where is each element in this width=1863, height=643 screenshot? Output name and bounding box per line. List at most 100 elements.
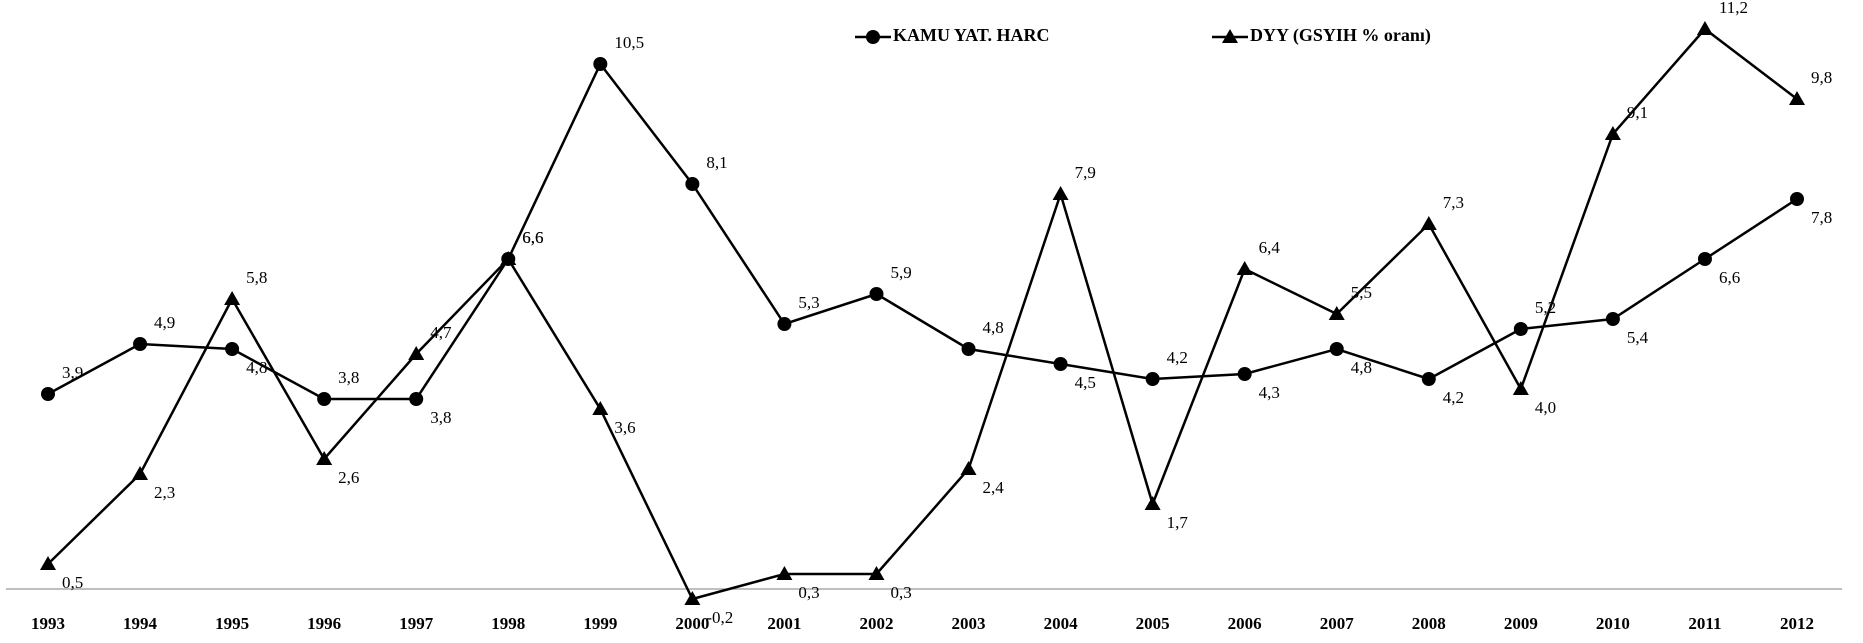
x-tick-label: 2001: [767, 614, 801, 633]
data-label: 10,5: [614, 33, 644, 52]
data-label: 8,1: [706, 153, 727, 172]
series-line: [47, 27, 1798, 601]
data-label: 7,8: [1811, 208, 1832, 227]
data-label: 2,6: [338, 468, 359, 487]
x-tick-label: 2012: [1780, 614, 1814, 633]
data-point: [1328, 306, 1345, 320]
data-point: [776, 566, 793, 580]
data-point: [1421, 372, 1436, 386]
x-tick-label: 2002: [859, 614, 893, 633]
data-point: [684, 591, 701, 605]
data-point: [592, 401, 609, 415]
data-point: [1145, 372, 1160, 386]
data-label: 0,3: [798, 583, 819, 602]
data-point: [1512, 381, 1529, 395]
x-tick-label: 2010: [1596, 614, 1630, 633]
data-point: [1236, 261, 1253, 275]
data-label: 4,5: [1075, 373, 1096, 392]
x-tick-label: 1997: [399, 614, 434, 633]
data-point: [1696, 21, 1713, 35]
data-point: [593, 57, 608, 71]
data-point: [1144, 496, 1161, 510]
data-label: 4,2: [1167, 348, 1188, 367]
data-label: 6,6: [522, 228, 543, 247]
data-label: 5,5: [1351, 283, 1372, 302]
data-label: 4,0: [1535, 398, 1556, 417]
data-label: 3,9: [62, 363, 83, 382]
data-point: [868, 566, 885, 580]
x-tick-label: 2003: [952, 614, 986, 633]
legend-marker: [866, 30, 880, 44]
data-point: [685, 177, 700, 191]
data-point: [869, 287, 884, 301]
x-tick-label: 2009: [1504, 614, 1538, 633]
data-point: [316, 451, 333, 465]
data-label: 7,3: [1443, 193, 1464, 212]
data-label: -0,2: [706, 608, 733, 627]
data-point: [317, 392, 332, 406]
data-point: [224, 291, 241, 305]
data-point: [961, 342, 976, 356]
x-tick-label: 1999: [583, 614, 617, 633]
legend-label: DYY (GSYIH % oranı): [1250, 25, 1431, 46]
series-line: [47, 61, 1798, 401]
data-point: [40, 556, 56, 570]
data-point: [1053, 357, 1068, 371]
data-point: [1697, 252, 1712, 266]
data-point: [408, 346, 425, 360]
data-point: [225, 342, 240, 356]
data-label: 3,8: [338, 368, 359, 387]
data-label: 3,8: [430, 408, 451, 427]
data-point: [409, 392, 424, 406]
data-point: [1329, 342, 1344, 356]
data-point: [1513, 322, 1528, 336]
data-label: 3,6: [614, 418, 635, 437]
data-label: 0,5: [62, 573, 83, 592]
data-point: [1604, 126, 1621, 140]
data-label: 6,4: [1259, 238, 1281, 257]
data-label: 0,3: [890, 583, 911, 602]
legend-label: KAMU YAT. HARC: [893, 25, 1050, 45]
data-point: [1237, 367, 1252, 381]
data-label: 7,9: [1075, 163, 1096, 182]
x-tick-label: 2005: [1136, 614, 1170, 633]
x-tick-label: 1996: [307, 614, 341, 633]
data-label: 4,3: [1259, 383, 1280, 402]
data-point: [132, 466, 149, 480]
data-point: [960, 461, 977, 475]
data-point: [1605, 312, 1620, 326]
data-label: 4,8: [983, 318, 1004, 337]
data-point: [1789, 91, 1805, 105]
x-tick-label: 1994: [123, 614, 158, 633]
data-point: [1052, 186, 1069, 200]
data-label: 2,3: [154, 483, 175, 502]
x-tick-label: 1993: [31, 614, 65, 633]
data-label: 5,8: [246, 268, 267, 287]
data-label: 4,7: [430, 323, 452, 342]
data-point: [1420, 216, 1437, 230]
data-label: 5,4: [1627, 328, 1649, 347]
data-point: [500, 251, 517, 265]
x-tick-label: 2000: [675, 614, 709, 633]
data-label: 6,6: [522, 228, 543, 247]
x-tick-label: 1998: [491, 614, 525, 633]
x-tick-label: 1995: [215, 614, 249, 633]
data-label: 4,8: [1351, 358, 1372, 377]
data-point: [1790, 192, 1804, 206]
data-label: 2,4: [983, 478, 1005, 497]
x-tick-label: 2008: [1412, 614, 1446, 633]
data-label: 11,2: [1719, 0, 1748, 17]
legend-marker: [1222, 29, 1238, 43]
data-label: 6,6: [1719, 268, 1740, 287]
data-label: 5,9: [890, 263, 911, 282]
x-tick-label: 2006: [1228, 614, 1262, 633]
data-label: 4,2: [1443, 388, 1464, 407]
data-label: 9,1: [1627, 103, 1648, 122]
data-label: 9,8: [1811, 68, 1832, 87]
data-point: [777, 317, 792, 331]
data-label: 4,8: [246, 358, 267, 377]
data-point: [133, 337, 148, 351]
data-label: 4,9: [154, 313, 175, 332]
x-tick-label: 2004: [1044, 614, 1079, 633]
